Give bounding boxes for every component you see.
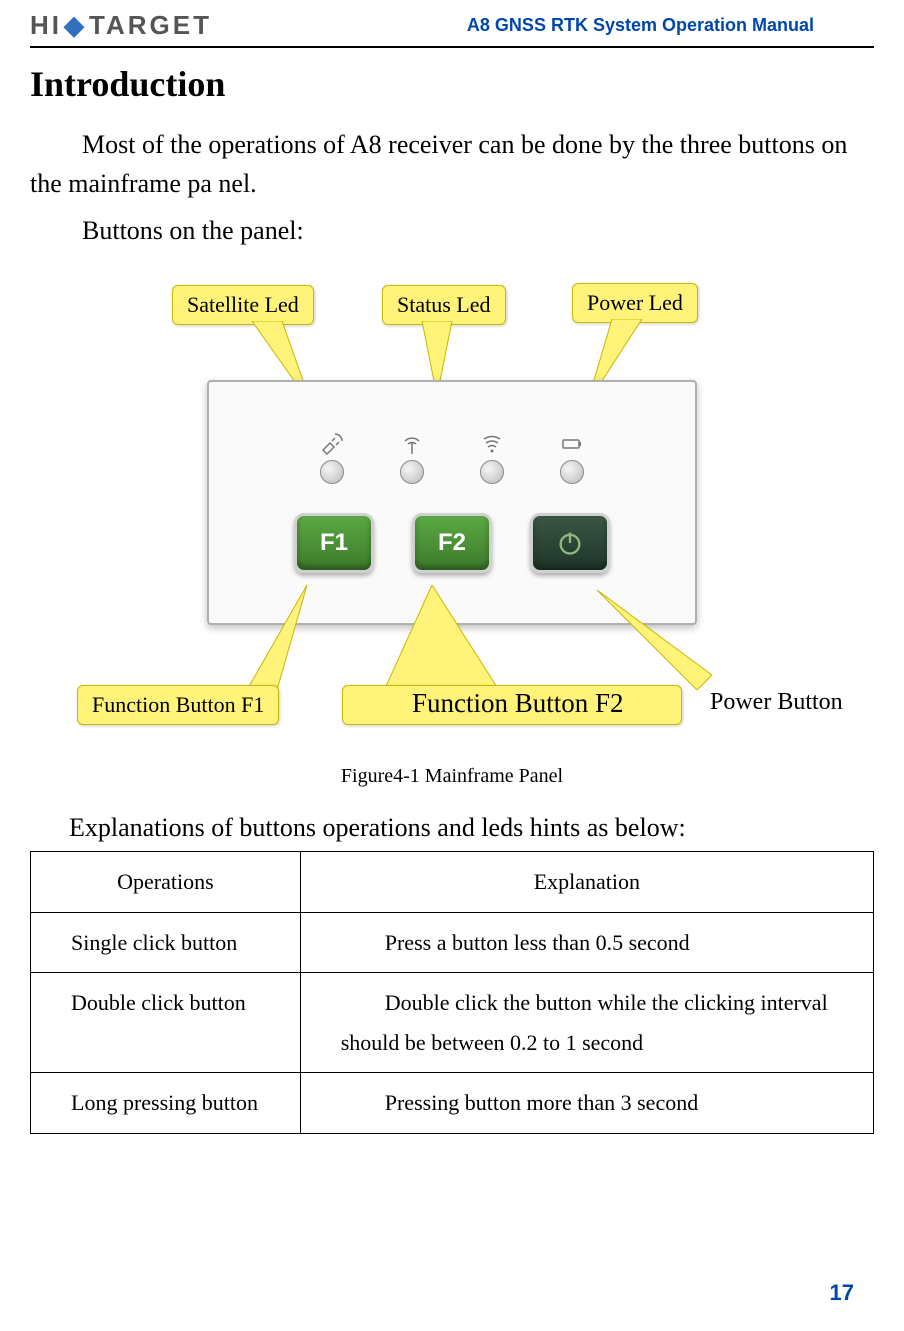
button-row: F1 F2 — [294, 513, 610, 573]
power-icon — [556, 529, 584, 557]
battery-icon — [560, 432, 584, 456]
satellite-icon — [320, 432, 344, 456]
table-cell: Double click the button while the clicki… — [300, 973, 873, 1073]
table-cell: Pressing button more than 3 second — [300, 1073, 873, 1134]
table-header-operations: Operations — [31, 852, 301, 913]
led-row — [320, 432, 584, 484]
f1-button: F1 — [294, 513, 374, 573]
page-number: 17 — [830, 1280, 854, 1306]
signal-icon — [480, 432, 504, 456]
page-header: HI ◆ TARGET A8 GNSS RTK System Operation… — [30, 0, 874, 48]
callout-power-led: Power Led — [572, 283, 698, 323]
table-row: Single click button Press a button less … — [31, 912, 874, 973]
table-header-row: Operations Explanation — [31, 852, 874, 913]
intro-paragraph-2: Buttons on the panel: — [30, 211, 874, 250]
intro-paragraph-1: Most of the operations of A8 receiver ca… — [30, 125, 874, 203]
callout-func-f2-text: Function Button F2 — [412, 688, 624, 719]
callout-power-button: Power Button — [710, 689, 843, 716]
table-row: Long pressing button Pressing button mor… — [31, 1073, 874, 1134]
header-title: A8 GNSS RTK System Operation Manual — [467, 15, 814, 36]
logo-diamond-icon: ◆ — [64, 10, 87, 41]
led-power — [560, 432, 584, 484]
led-satellite — [320, 432, 344, 484]
operations-table: Operations Explanation Single click butt… — [30, 851, 874, 1134]
logo-text-2: TARGET — [89, 10, 212, 41]
table-row: Double click button Double click the but… — [31, 973, 874, 1073]
f2-button: F2 — [412, 513, 492, 573]
callout-satellite-led: Satellite Led — [172, 285, 314, 325]
antenna-icon — [400, 432, 424, 456]
led-status — [400, 432, 424, 484]
panel-diagram: Satellite Led Status Led Power Led — [42, 275, 862, 755]
led-icon — [320, 460, 344, 484]
led-icon — [480, 460, 504, 484]
table-cell: Press a button less than 0.5 second — [300, 912, 873, 973]
callout-tail-icon — [362, 585, 522, 700]
led-icon — [400, 460, 424, 484]
callout-func-f1: Function Button F1 — [77, 685, 279, 725]
section-heading: Introduction — [30, 63, 874, 105]
power-button — [530, 513, 610, 573]
callout-tail-icon — [227, 585, 327, 695]
figure-caption: Figure4-1 Mainframe Panel — [30, 765, 874, 788]
logo: HI ◆ TARGET — [30, 10, 212, 41]
led-signal — [480, 432, 504, 484]
table-intro: Explanations of buttons operations and l… — [30, 813, 874, 843]
table-cell: Single click button — [31, 912, 301, 973]
logo-text-1: HI — [30, 10, 62, 41]
callout-tail-icon — [587, 590, 717, 690]
table-cell: Long pressing button — [31, 1073, 301, 1134]
table-header-explanation: Explanation — [300, 852, 873, 913]
led-icon — [560, 460, 584, 484]
table-cell: Double click button — [31, 973, 301, 1073]
callout-status-led: Status Led — [382, 285, 506, 325]
